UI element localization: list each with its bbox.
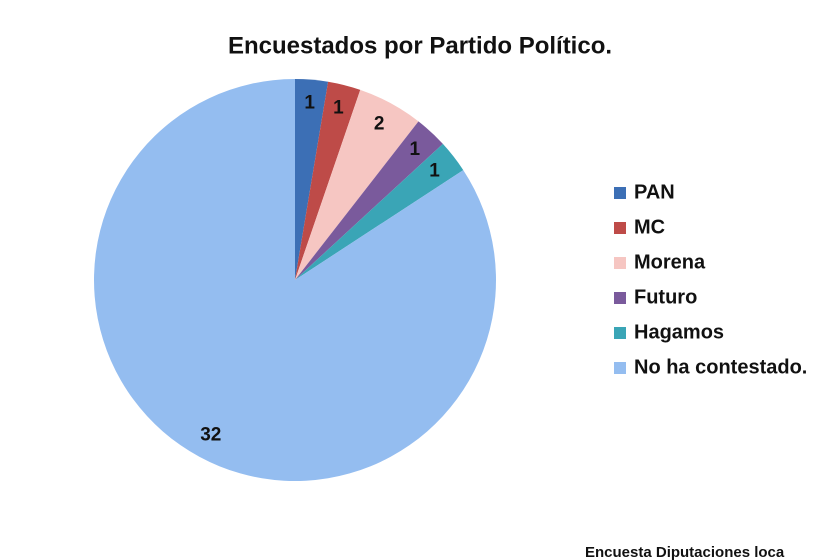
- legend-label: PAN: [634, 181, 675, 203]
- pie-slice: [295, 121, 443, 281]
- pie-slice: [295, 143, 464, 280]
- legend-swatch: [614, 362, 626, 374]
- footer: Encuesta Diputaciones loca: [585, 544, 785, 560]
- legend-swatch: [614, 292, 626, 304]
- pie-slice: [295, 81, 361, 280]
- legend-label: Hagamos: [634, 321, 724, 343]
- legend-label: Futuro: [634, 286, 697, 308]
- pie-slice: [295, 79, 329, 280]
- data-label: 1: [410, 139, 421, 160]
- legend-swatch: [614, 222, 626, 234]
- pie-slice: [94, 79, 497, 481]
- data-label: 1: [304, 93, 315, 114]
- legend-swatch: [614, 187, 626, 199]
- legend-label: MC: [634, 216, 665, 238]
- data-label: 2: [374, 113, 385, 134]
- data-label: 32: [200, 425, 221, 446]
- legend-label: Morena: [634, 251, 706, 273]
- chart-title: Encuestados por Partido Político.: [228, 32, 612, 59]
- data-label: 1: [429, 160, 440, 181]
- legend-label: No ha contestado.: [634, 356, 807, 378]
- legend-swatch: [614, 257, 626, 269]
- legend-swatch: [614, 327, 626, 339]
- pie-slice: [295, 89, 419, 280]
- data-label: 1: [333, 98, 344, 119]
